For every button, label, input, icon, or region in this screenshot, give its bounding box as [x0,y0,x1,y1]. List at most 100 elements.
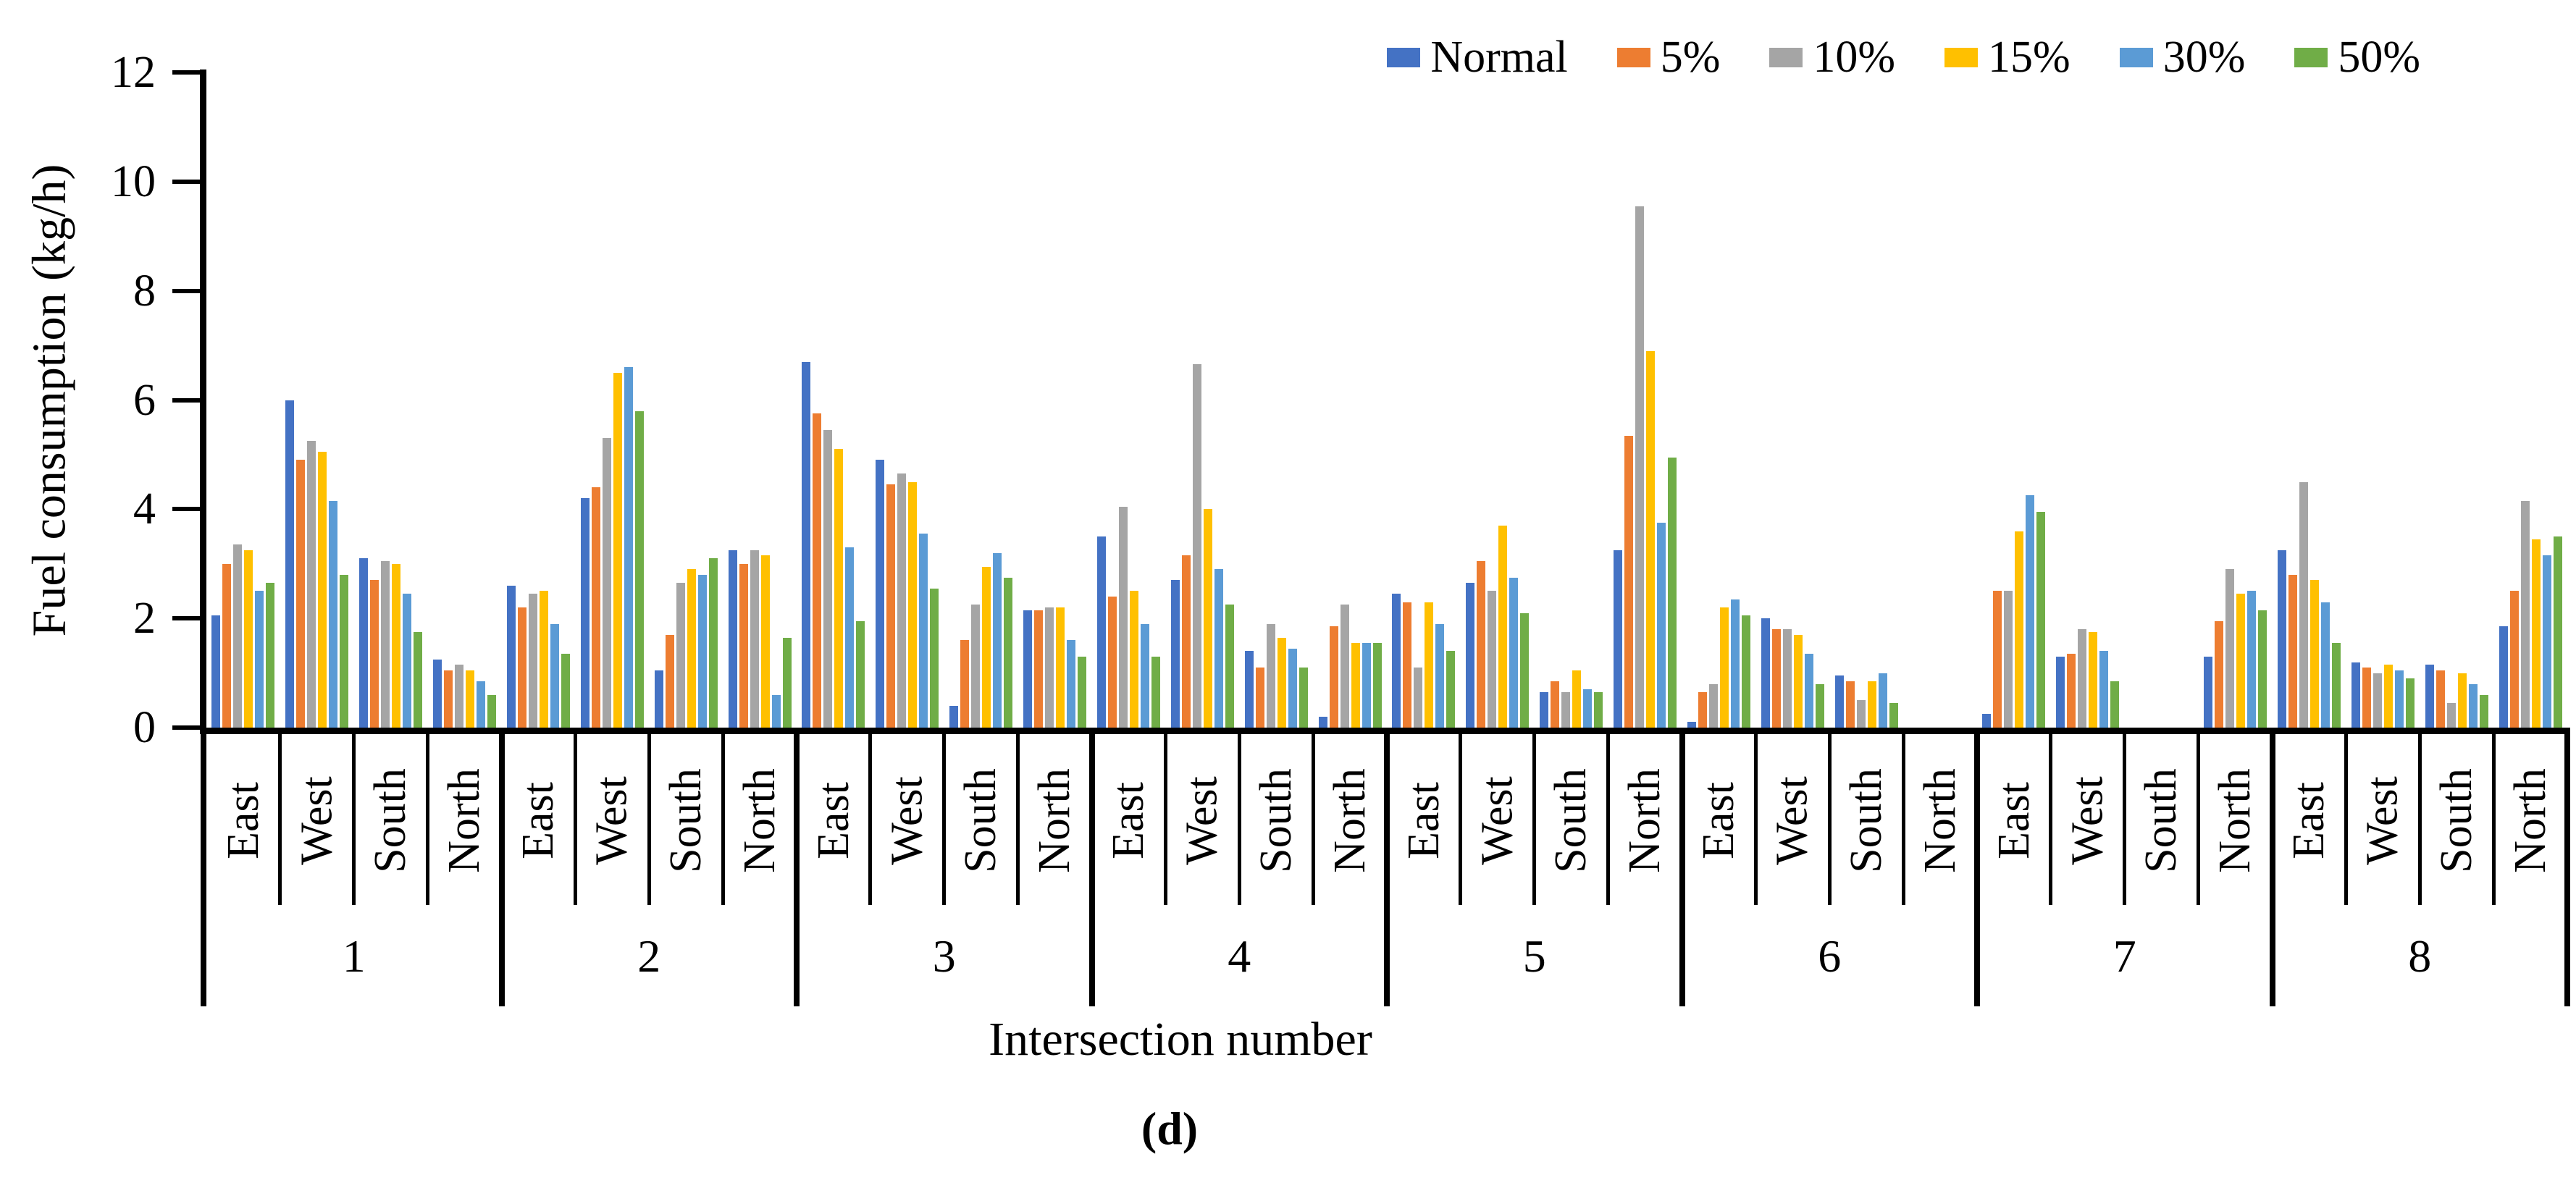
bar-int8-east-Normal [2277,550,2286,728]
bar-int6-east-10pct [1708,683,1718,728]
x-label-north-int6: North [1903,736,1977,904]
bar-int8-west-10pct [2372,673,2382,728]
legend-item-5pct: 5% [1616,33,1721,82]
bar-group-int8-west [2346,72,2420,728]
direction-label: East [1398,781,1448,859]
bar-int1-east-5pct [222,563,232,728]
bar-int2-west-Normal [580,498,590,728]
bar-group-int1-north [428,72,502,728]
bar-int1-west-30pct [329,501,338,728]
bar-int6-west-10pct [1782,629,1792,728]
direction-label: North [1325,767,1375,873]
bar-int8-west-5pct [2362,668,2371,728]
bar-int3-west-30pct [919,534,928,728]
legend-swatch-icon [1769,47,1803,67]
x-group-label-1: 1 [342,930,366,982]
legend-item-15pct: 15% [1944,33,2071,81]
bar-int2-east-50pct [561,654,570,728]
direction-divider [1532,728,1537,905]
chart-legend: Normal 5% 10% 15% 30% 50% [1387,33,2420,81]
x-label-west-int7: West [2051,736,2125,904]
bar-int5-east-10pct [1414,668,1423,728]
legend-swatch-icon [2119,47,2153,67]
x-label-north-int3: North [1018,736,1092,904]
bar-int5-north-Normal [1614,550,1623,728]
bar-int4-south-15pct [1277,637,1286,728]
bar-group-int5-west [1461,72,1535,728]
x-label-south-int3: South [944,736,1018,904]
x-label-east-int5: East [1387,736,1461,904]
bar-int4-east-30pct [1140,623,1149,728]
bar-int3-west-5pct [886,484,896,728]
bar-int2-east-5pct [517,607,526,728]
direction-label: West [292,775,342,865]
bar-int3-east-Normal [802,361,811,728]
bar-int8-south-30pct [2468,683,2478,728]
direction-divider [1237,728,1241,905]
bar-group-int2-west [575,72,649,728]
bar-int2-east-15pct [539,591,548,728]
bar-group-int8-north [2493,72,2567,728]
x-label-east-int6: East [1682,736,1756,904]
direction-label: East [1103,781,1153,859]
bar-int4-south-10pct [1266,623,1275,728]
bar-int1-north-30pct [477,681,486,728]
direction-divider [2344,728,2348,905]
direction-label: East [218,781,268,859]
bar-int1-west-Normal [285,400,295,728]
bar-int5-west-15pct [1498,525,1508,728]
bar-int7-east-50pct [2036,512,2046,728]
bar-int5-south-30pct [1583,689,1593,728]
bar-int8-west-15pct [2383,665,2393,728]
legend-label: 5% [1660,33,1721,82]
direction-divider [2123,728,2127,905]
bar-int2-south-10pct [676,583,685,728]
direction-label: North [2210,767,2260,873]
bar-int1-west-5pct [296,460,306,728]
bar-int8-north-15pct [2531,539,2541,728]
bar-int2-south-5pct [665,634,674,728]
bar-int3-west-15pct [908,481,918,728]
bar-int5-north-15pct [1646,350,1656,728]
bar-int5-south-5pct [1551,681,1560,728]
x-label-east-int7: East [1977,736,2051,904]
direction-divider [2049,728,2053,905]
bar-int5-west-50pct [1520,612,1530,728]
direction-label: South [2136,767,2186,873]
bar-int4-west-50pct [1225,605,1234,728]
bar-int1-south-50pct [414,632,423,728]
bar-int3-east-30pct [845,547,855,728]
bar-int8-north-10pct [2520,501,2530,728]
y-tick-mark [172,725,200,730]
bar-int6-east-Normal [1687,722,1696,728]
bar-int4-east-50pct [1151,656,1160,728]
bar-int7-north-10pct [2225,569,2235,728]
intersection-divider [2269,728,2275,1006]
bar-int8-north-30pct [2542,555,2551,728]
bar-int2-south-30pct [697,574,707,728]
direction-divider [1016,728,1020,905]
bar-int2-west-50pct [634,411,644,728]
bar-int8-north-50pct [2553,536,2562,728]
bar-int3-north-Normal [1023,610,1033,728]
bar-int2-west-15pct [613,372,622,728]
bar-int4-west-30pct [1214,569,1223,728]
direction-divider [2197,728,2201,905]
direction-divider [278,728,282,905]
bar-int6-west-15pct [1793,634,1803,728]
direction-label: South [1546,767,1596,873]
bar-int3-west-50pct [930,588,939,728]
direction-divider [868,728,873,905]
direction-divider [426,728,430,905]
bar-int1-east-50pct [266,583,275,728]
y-tick-label: 2 [133,594,156,644]
x-label-south-int7: South [2125,736,2199,904]
figure-caption: (d) [1141,1103,1199,1154]
bar-int7-west-30pct [2099,651,2109,728]
bar-int6-south-10pct [1856,700,1866,728]
intersection-divider [498,728,505,1006]
bar-int3-north-30pct [1067,640,1076,728]
bar-int7-east-Normal [1982,714,1992,728]
bar-int5-east-5pct [1403,602,1412,728]
